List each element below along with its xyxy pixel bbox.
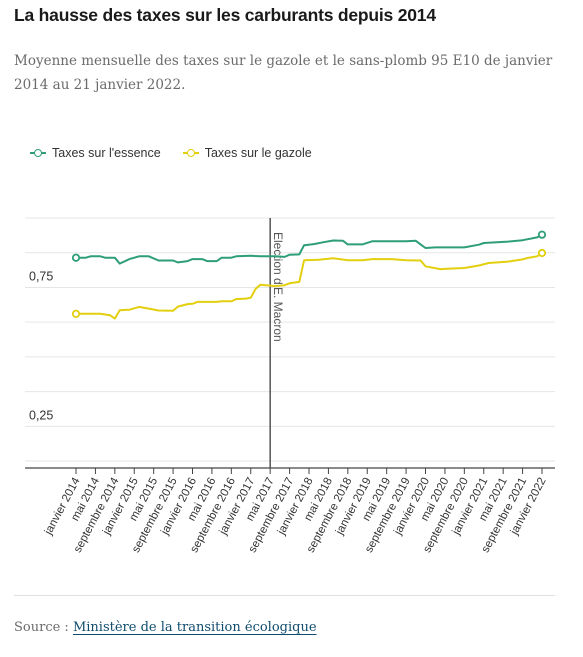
chart-legend: Taxes sur l'essence Taxes sur le gazole (30, 146, 312, 160)
source-divider (14, 595, 555, 596)
chart-subtitle: Moyenne mensuelle des taxes sur le gazol… (14, 53, 553, 93)
y-tick-label: 0,25 (29, 408, 53, 422)
series-endpoint-essence-start (71, 253, 81, 262)
legend-swatch-essence (30, 148, 46, 158)
series-endpoint-gazole-end (537, 248, 547, 258)
series-line-essence (76, 233, 543, 265)
source-note: Source : Ministère de la transition écol… (14, 620, 317, 635)
legend-item-essence[interactable]: Taxes sur l'essence (30, 146, 161, 160)
y-tick-label: 0,75 (29, 269, 53, 283)
legend-item-gazole[interactable]: Taxes sur le gazole (182, 146, 312, 160)
series-endpoint-essence-end (537, 230, 547, 239)
series-line-gazole (76, 252, 543, 320)
legend-swatch-gazole (182, 148, 199, 158)
chart-title: La hausse des taxes sur les carburants d… (14, 5, 436, 25)
legend-label-gazole: Taxes sur le gazole (204, 146, 312, 160)
election-annotation-label: Election d'E. Macron (271, 232, 285, 342)
source-prefix: Source : (14, 620, 69, 635)
series-endpoint-gazole-start (71, 309, 81, 318)
source-link[interactable]: Ministère de la transition écologique (72, 620, 317, 635)
legend-label-essence: Taxes sur l'essence (52, 146, 161, 160)
